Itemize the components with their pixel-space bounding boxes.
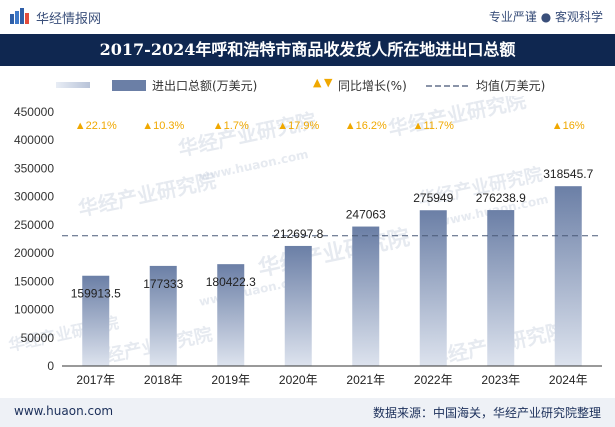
y-tick-label: 350000: [14, 161, 54, 175]
x-tick-label: 2020年: [279, 373, 318, 387]
growth-up-triangle-icon: ▲: [345, 120, 356, 132]
x-tick-label: 2023年: [481, 373, 520, 387]
growth-value: 17.9%: [288, 120, 319, 132]
growth-value: 10.3%: [153, 120, 184, 132]
y-tick-label: 300000: [14, 190, 54, 204]
footer-source: 数据来源：中国海关，华经产业研究院整理: [372, 406, 601, 420]
growth-value: 16.2%: [356, 120, 387, 132]
bar: [352, 226, 380, 366]
growth-value: 16%: [563, 120, 585, 132]
bar-value-label: 159913.5: [71, 287, 121, 301]
bar-value-label: 276238.9: [476, 191, 526, 205]
watermark-text: 华经产业研究院: [386, 96, 528, 141]
y-tick-label: 250000: [14, 218, 54, 232]
legend-gradient-swatch: [56, 82, 90, 88]
growth-up-triangle-icon: ▲: [277, 120, 288, 132]
growth-label: ▲17.9%: [277, 120, 319, 132]
growth-value: 11.7%: [424, 120, 455, 132]
chart-legend: 进出口总额(万美元) 同比增长(%) 均值(万美元): [0, 70, 615, 96]
huajing-logo-icon: [10, 8, 29, 24]
y-axis: 0 50000 100000 150000 200000 250000 300000 3500…: [14, 105, 54, 373]
growth-label: ▲16.2%: [345, 120, 387, 132]
bar: [149, 265, 177, 366]
growth-label: ▲11.7%: [413, 120, 454, 132]
growth-label: ▲10.3%: [142, 120, 184, 132]
y-tick-label: 0: [47, 359, 54, 373]
bar: [217, 264, 245, 366]
legend-mean-label: 均值(万美元): [476, 79, 546, 93]
y-tick-label: 450000: [14, 105, 54, 119]
slogan: 专业严谨 ● 客观科学: [488, 10, 603, 24]
x-tick-label: 2021年: [346, 373, 385, 387]
growth-up-triangle-icon: ▲: [213, 120, 224, 132]
bar: [284, 245, 312, 366]
growth-label: ▲22.1%: [75, 120, 117, 132]
y-tick-label: 400000: [14, 133, 54, 147]
x-tick-label: 2024年: [549, 373, 588, 387]
watermark-text: 华经产业研究院: [76, 168, 218, 221]
y-tick-label: 100000: [14, 303, 54, 317]
bar-value-label: 180422.3: [206, 275, 256, 289]
growth-label: ▲1.7%: [213, 120, 249, 132]
growth-labels-layer: ▲22.1% ▲10.3% ▲1.7% ▲17.9% ▲16.2% ▲11.7% ▲16%: [75, 120, 585, 132]
legend-growth-label: 同比增长(%): [338, 79, 407, 93]
y-tick-label: 200000: [14, 246, 54, 260]
legend-up-triangle-icon: ▲: [313, 76, 322, 89]
growth-label: ▲16%: [552, 120, 585, 132]
bars-layer: [82, 186, 582, 366]
x-axis: 2017年 2018年 2019年 2020年 2021年 2022年 2023年 2024年: [62, 365, 602, 387]
y-tick-label: 50000: [21, 331, 55, 345]
x-tick-label: 2019年: [211, 373, 250, 387]
bar-value-label: 247063: [346, 208, 386, 222]
bar: [487, 210, 515, 366]
bar-value-label: 318545.7: [543, 167, 593, 181]
value-labels-layer: 159913.5 177333 180422.3 212697.8 247063 2759…: [71, 167, 594, 301]
bar-value-label: 177333: [143, 277, 183, 291]
top-bar: 华经情报网 专业严谨 ● 客观科学: [0, 0, 615, 34]
growth-up-triangle-icon: ▲: [413, 120, 424, 132]
footer: www.huaon.com 数据来源：中国海关，华经产业研究院整理: [0, 398, 615, 427]
x-tick-label: 2017年: [76, 373, 115, 387]
footer-website[interactable]: www.huaon.com: [14, 404, 114, 418]
growth-value: 1.7%: [224, 120, 249, 132]
brand-name: 华经情报网: [36, 12, 102, 27]
x-tick-label: 2022年: [414, 373, 453, 387]
growth-value: 22.1%: [86, 120, 117, 132]
growth-up-triangle-icon: ▲: [552, 120, 563, 132]
bar: [82, 275, 110, 366]
y-tick-label: 150000: [14, 274, 54, 288]
bar-value-label: 275949: [413, 191, 453, 205]
bar-value-label: 212697.8: [273, 227, 323, 241]
x-tick-label: 2018年: [144, 373, 183, 387]
growth-up-triangle-icon: ▲: [75, 120, 86, 132]
bar: [419, 210, 447, 366]
legend-mean-dash: [426, 85, 468, 87]
legend-bar-label: 进出口总额(万美元): [152, 79, 258, 93]
chart-title: 2017-2024年呼和浩特市商品收发货人所在地进出口总额: [0, 34, 615, 66]
bar: [554, 186, 582, 366]
growth-up-triangle-icon: ▲: [142, 120, 153, 132]
legend-bar-swatch: [112, 80, 146, 91]
legend-down-triangle-icon: ▼: [324, 76, 333, 89]
